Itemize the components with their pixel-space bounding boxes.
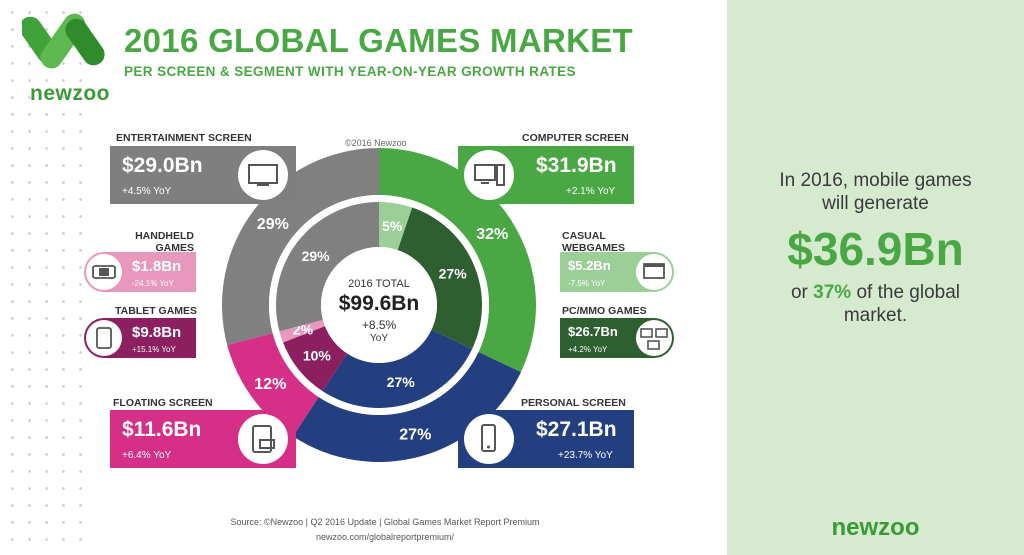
newzoo-logo-text: newzoo: [30, 82, 110, 105]
inner-slice-entertainment-screen: [276, 202, 379, 332]
copyright-note: ©2016 Newzoo: [345, 138, 407, 148]
outer-label-personal-screen: 27%: [399, 427, 431, 444]
computer-screen-label: COMPUTER SCREEN: [522, 132, 629, 144]
gameboy-icon: [86, 254, 122, 290]
donut-hole: [321, 247, 437, 363]
inner-slice-pc-mmo-games: [397, 207, 483, 350]
outer-label-entertainment-screen: 29%: [257, 216, 289, 233]
outer-slice-computer-screen: [379, 148, 537, 373]
pc-mmo-games-label: PC/MMO GAMES: [562, 305, 647, 317]
entertainment-screen-label: ENTERTAINMENT SCREEN: [116, 132, 252, 144]
highlight-percent: 37%: [813, 282, 852, 303]
highlight-line-4: market.: [843, 305, 908, 326]
tablet-icon: [86, 320, 122, 356]
casual-value: $5.2Bn: [568, 258, 611, 273]
donut-chart: 32%27%12%29% 5%27%27%10%2%29%: [222, 148, 537, 463]
handheld-console-icon: [238, 414, 288, 464]
page-title: 2016 GLOBAL GAMES MARKET: [124, 22, 633, 59]
tablet-games-box: $9.8Bn +15.1% YoY: [84, 318, 196, 358]
inner-label-entertainment-screen: 29%: [302, 248, 331, 264]
handheld-games-label: HANDHELD GAMES: [135, 230, 194, 254]
floating-yoy: +6.4% YoY: [122, 450, 172, 461]
handheld-yoy: -24.1% YoY: [132, 279, 174, 288]
inner-label-casual-webgames: 5%: [382, 218, 403, 234]
pcmmo-yoy: +4.2% YoY: [568, 345, 608, 354]
inner-slice-tablet-games: [283, 326, 348, 392]
entertainment-screen-box: $29.0Bn +4.5% YoY: [110, 146, 296, 204]
source-url: newzoo.com/globalreportpremium/: [315, 532, 455, 542]
highlight-line-3-pre: or: [790, 282, 814, 303]
inner-slice-handheld-games: [279, 319, 325, 343]
personal-yoy: +23.7% YoY: [558, 450, 613, 461]
tablet-games-label: TABLET GAMES: [115, 305, 198, 317]
computer-screen-box: $31.9Bn +2.1% YoY: [458, 146, 634, 204]
highlight-line-3: or 37% of the global: [727, 282, 1024, 304]
highlight-big-value: $36.9Bn: [787, 223, 964, 275]
casual-webgames-box: $5.2Bn -7.5% YoY: [560, 252, 674, 292]
tablet-value: $9.8Bn: [132, 324, 182, 341]
dot-pattern: [0, 0, 90, 555]
desktop-computer-icon: [464, 150, 514, 200]
inner-slice-casual-webgames: [379, 202, 413, 251]
inner-label-tablet-games: 10%: [303, 347, 332, 363]
highlight-line-2: will generate: [822, 193, 929, 214]
pc-mmo-games-box: $26.7Bn +4.2% YoY: [560, 318, 674, 358]
outer-slice-entertainment-screen: [222, 148, 379, 346]
center-yoy: YoY: [370, 333, 388, 344]
tablet-yoy: +15.1% YoY: [132, 345, 176, 354]
source-note: Source: ©Newzoo | Q2 2016 Update | Globa…: [200, 515, 570, 545]
highlight-line-3-post: of the global: [851, 282, 961, 303]
handheld-value: $1.8Bn: [132, 258, 182, 275]
source-text: Source: ©Newzoo | Q2 2016 Update | Globa…: [230, 517, 540, 527]
entertainment-yoy: +4.5% YoY: [122, 186, 172, 197]
handheld-games-box: $1.8Bn -24.1% YoY: [84, 252, 196, 292]
personal-screen-label: PERSONAL SCREEN: [521, 397, 626, 409]
casual-webgames-label: CASUAL WEBGAMES: [562, 230, 625, 254]
floating-screen-label: FLOATING SCREEN: [113, 397, 213, 409]
newzoo-footer-logo: newzoo: [831, 514, 920, 541]
center-growth: +8.5%: [361, 318, 397, 332]
newzoo-logo-icon: [22, 13, 105, 69]
outer-label-floating-screen: 12%: [254, 376, 286, 393]
inner-slice-personal-screen: [322, 329, 473, 408]
pcmmo-value: $26.7Bn: [568, 324, 618, 339]
inner-label-personal-screen: 27%: [387, 374, 416, 390]
networked-computers-icon: [636, 320, 672, 356]
highlight-line-1: In 2016, mobile games: [779, 170, 972, 191]
personal-screen-box: $27.1Bn +23.7% YoY: [458, 410, 634, 468]
computer-value: $31.9Bn: [536, 154, 617, 177]
page-subtitle: PER SCREEN & SEGMENT WITH YEAR-ON-YEAR G…: [124, 64, 576, 79]
smartphone-icon: [464, 414, 514, 464]
mobile-highlight-panel: In 2016, mobile games will generate $36.…: [727, 0, 1024, 555]
casual-yoy: -7.5% YoY: [568, 279, 606, 288]
entertainment-value: $29.0Bn: [122, 154, 203, 177]
outer-label-computer-screen: 32%: [476, 226, 508, 243]
inner-label-pc-mmo-games: 27%: [439, 266, 468, 282]
floating-screen-box: $11.6Bn +6.4% YoY: [110, 410, 296, 468]
web-browser-icon: [636, 254, 672, 290]
personal-value: $27.1Bn: [536, 418, 617, 441]
computer-yoy: +2.1% YoY: [566, 186, 616, 197]
center-total-value: $99.6Bn: [338, 292, 420, 315]
center-total-label: 2016 TOTAL: [348, 278, 410, 290]
tv-icon: [238, 150, 288, 200]
floating-value: $11.6Bn: [122, 418, 202, 441]
